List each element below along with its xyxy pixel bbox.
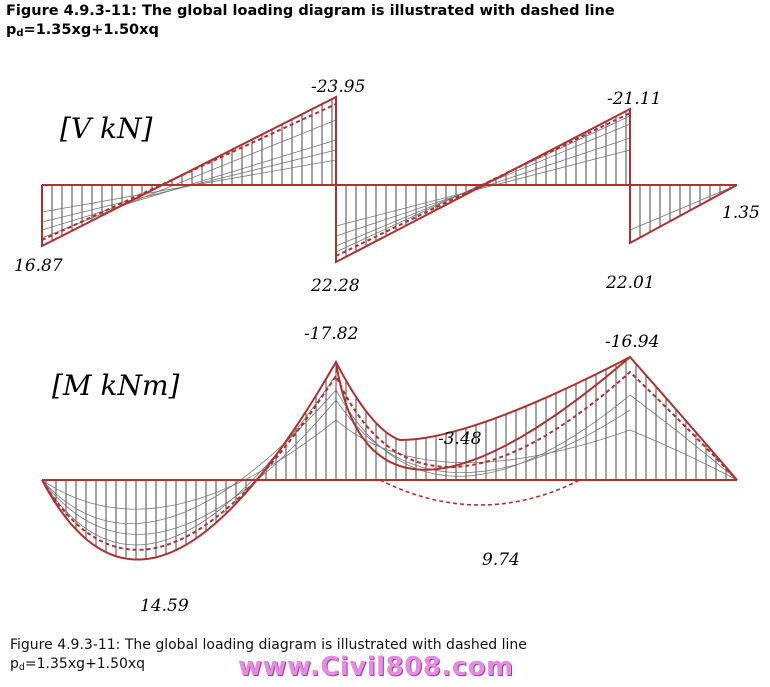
- figure-title-line1: Figure 4.9.3-11: The global loading diag…: [6, 3, 615, 19]
- shear-diagram: [41, 95, 738, 264]
- moment-loadcase-curve: [335, 399, 631, 474]
- shear-label-span2-left: 22.28: [310, 276, 360, 296]
- moment-label-support2: -16.94: [605, 332, 659, 352]
- moment-envelope-span2: [335, 356, 631, 471]
- moment-diagram: [41, 355, 738, 561]
- moment-envelope-outer: [41, 355, 738, 561]
- watermark-logo: www.Civil808.com: [238, 652, 514, 682]
- moment-loadcase-curve: [629, 429, 738, 481]
- moment-design-curve-span2: [379, 479, 581, 506]
- figure-caption-line1: Figure 4.9.3-11: The global loading diag…: [10, 637, 527, 653]
- moment-label-span1: 14.59: [140, 596, 189, 616]
- moment-loadcase-curve: [41, 389, 337, 524]
- figure-title: Figure 4.9.3-11: The global loading diag…: [6, 2, 766, 41]
- moment-label-span2: 9.74: [482, 550, 520, 570]
- shear-loadcase-line: [41, 119, 337, 239]
- shear-envelope: [41, 95, 738, 264]
- shear-label-span3-left: 22.01: [605, 273, 655, 293]
- moment-title: [M kNm]: [52, 369, 180, 402]
- shear-loadcase-line: [335, 137, 631, 237]
- shear-loadcase-line: [335, 149, 631, 227]
- moment-loadcase-curve: [629, 394, 738, 481]
- shear-label-span2-right: -21.11: [607, 89, 661, 109]
- shear-loadcase-line: [629, 184, 738, 231]
- moment-label-span2-top: -3.48: [438, 429, 482, 449]
- figure-caption-line2: pd=1.35xg+1.50xq: [10, 656, 146, 673]
- shear-title: [V kN]: [60, 112, 153, 145]
- shear-label-left-support: 16.87: [14, 256, 63, 276]
- shear-label-right-end: 1.35: [722, 203, 760, 223]
- shear-label-span1-right: -23.95: [311, 77, 365, 97]
- figure-caption: Figure 4.9.3-11: The global loading diag…: [10, 636, 750, 675]
- moment-loadcase-curve: [335, 419, 631, 464]
- moment-loadcase-curve: [335, 389, 631, 477]
- moment-loadcase-curve: [41, 399, 337, 535]
- moment-loadcase-curve: [41, 419, 337, 510]
- figure-title-line2: pd=1.35xg+1.50xq: [6, 22, 159, 39]
- moment-label-support1: -17.82: [304, 324, 358, 344]
